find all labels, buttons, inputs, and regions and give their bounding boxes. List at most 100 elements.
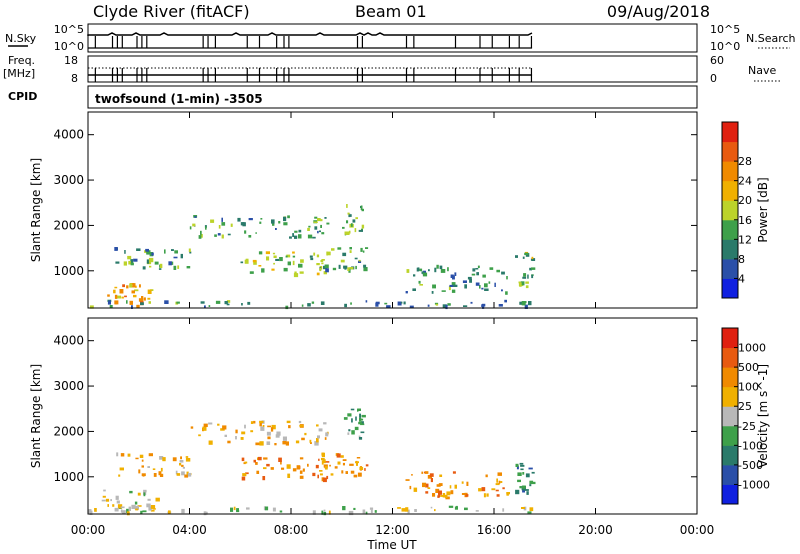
power-echo-cell	[133, 258, 138, 262]
velocity-echo-cell	[101, 499, 106, 502]
velocity-echo-cell	[179, 460, 184, 463]
velocity-colorbar-tick-label: 25	[738, 400, 752, 413]
velocity-echo-cell	[312, 510, 316, 515]
power-echo-cell	[320, 219, 323, 222]
power-echo-cell	[192, 223, 196, 227]
velocity-echo-cell	[147, 498, 151, 501]
velocity-echo-cell	[525, 473, 530, 478]
nave-label: Nave	[748, 64, 776, 77]
velocity-echo-cell	[350, 470, 355, 474]
power-echo-cell	[275, 228, 277, 230]
velocity-echo-cell	[430, 506, 433, 509]
nave-tick-top: 60	[710, 54, 724, 67]
power-echo-cell	[326, 251, 331, 256]
power-echo-cell	[299, 271, 304, 274]
power-colorbar-tick-label: 24	[738, 175, 752, 188]
date-title: 09/Aug/2018	[607, 2, 710, 21]
power-echo-cell	[260, 218, 263, 220]
power-echo-cell	[463, 305, 468, 307]
velocity-echo-cell	[150, 510, 155, 512]
velocity-echo-cell	[464, 507, 468, 511]
velocity-echo-cell	[135, 508, 139, 511]
power-echo-cell	[344, 231, 349, 235]
power-echo-cell	[347, 267, 350, 271]
power-echo-cell	[180, 253, 183, 259]
power-axes: 1000 2000 3000 4000	[53, 112, 698, 308]
velocity-echo-cell	[141, 465, 144, 468]
velocity-echo-cell	[159, 473, 164, 477]
velocity-echo-cell	[134, 505, 139, 510]
velocity-echo-cell	[432, 493, 436, 497]
velocity-echo-cell	[527, 511, 532, 514]
velocity-echo-cell	[325, 432, 329, 437]
power-echo-cell	[129, 283, 133, 288]
power-colorbar-tick-label: 12	[738, 233, 752, 246]
velocity-echo-cell	[120, 453, 125, 457]
power-echo-cell	[442, 304, 447, 309]
power-echo-cell	[200, 234, 203, 238]
velocity-echo-cell	[429, 473, 434, 477]
velocity-echo-cell	[357, 472, 362, 477]
power-echo-cell	[440, 269, 446, 273]
power-echo-cell	[189, 226, 192, 230]
velocity-echo-cell	[309, 439, 312, 443]
power-echo-cell	[141, 296, 144, 299]
power-echo-cell	[489, 267, 494, 270]
velocity-echo-cell	[497, 472, 502, 476]
power-echo-cell	[149, 265, 152, 268]
velocity-echo-cell	[526, 491, 529, 495]
velocity-echo-cell	[122, 510, 126, 514]
velocity-echo-cell	[319, 473, 323, 476]
x-tick-label: 04:00	[172, 523, 207, 537]
nsky-trace	[87, 32, 533, 49]
power-echo-cell	[127, 255, 132, 260]
power-echo-cell	[363, 267, 368, 272]
velocity-colorbar-swatch	[722, 406, 738, 427]
power-echo-cell	[287, 215, 290, 219]
power-echo-cell	[241, 303, 243, 306]
power-echo-cell	[283, 267, 288, 272]
velocity-echo-cell	[162, 457, 166, 462]
power-echo-cell	[482, 274, 486, 278]
power-echo-cell	[147, 297, 151, 300]
velocity-echo-cell	[102, 495, 106, 498]
power-echo-cell	[173, 256, 178, 259]
power-echo-cell	[325, 268, 329, 273]
velocity-echo-cell	[449, 485, 452, 489]
power-echo-cell	[331, 248, 335, 251]
power-echo-cell	[317, 230, 319, 234]
power-echo-cell	[365, 300, 368, 303]
power-echo-cell	[189, 251, 192, 254]
power-echo-cell	[287, 261, 291, 266]
velocity-echo-cell	[203, 511, 207, 516]
power-echo-cell	[326, 251, 328, 256]
velocity-echo-cell	[411, 474, 413, 476]
power-echo-cell	[230, 223, 233, 227]
velocity-echo-cell	[506, 492, 509, 496]
x-tick-label: 16:00	[477, 523, 512, 537]
velocity-echo-cell	[357, 408, 359, 412]
velocity-echo-cell	[334, 466, 338, 469]
power-echo-cell	[472, 268, 476, 272]
power-colorbar-swatch	[722, 258, 738, 279]
power-echo-cell	[204, 305, 206, 308]
power-echo-cell	[186, 266, 191, 269]
power-echo-cell	[275, 258, 279, 261]
velocity-echo-cell	[440, 495, 444, 497]
velocity-echo-cell	[307, 463, 309, 467]
velocity-echo-cell	[298, 420, 302, 424]
power-echo-cell	[300, 259, 304, 263]
velocity-colorbar-tick-label: 1000	[738, 342, 766, 355]
power-echo-cell	[346, 220, 349, 224]
power-echo-cell	[447, 303, 451, 306]
velocity-echo-cell	[139, 454, 144, 458]
velocity-echo-cell	[262, 476, 266, 481]
velocity-echo-cell	[116, 500, 120, 504]
power-echo-cell	[145, 248, 149, 252]
power-echo-cell	[462, 280, 467, 283]
power-echo-cell	[434, 267, 437, 273]
velocity-echo-cell	[330, 473, 334, 476]
velocity-echo-cell	[287, 473, 291, 478]
velocity-colorbar-label: Velocity [m s^-1]	[756, 364, 770, 468]
power-echo-cell	[384, 302, 388, 305]
